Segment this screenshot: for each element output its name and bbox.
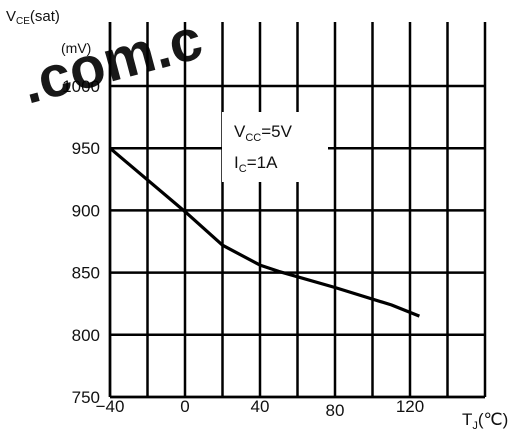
annotation-background	[222, 112, 328, 182]
series-line	[108, 146, 420, 318]
x-tick-label: 40	[251, 397, 270, 416]
y-tick-label: 850	[72, 264, 100, 283]
annotation-ic: IC=1A	[234, 153, 278, 175]
y-axis-label: VCE(sat)	[6, 8, 60, 27]
y-tick-label: 900	[72, 201, 100, 220]
y-tick-backing	[60, 137, 106, 160]
x-tick-label: 120	[396, 397, 424, 416]
x-axis-label: TJ(℃)	[462, 410, 508, 432]
y-tick-label: 950	[72, 139, 100, 158]
tick-labels: 750 800 850 900 950 1000 −40 0 40 80 120	[60, 75, 424, 420]
y-tick-backing	[60, 386, 106, 408]
x-tick-label: −40	[96, 397, 125, 416]
y-axis-unit: (mV)	[61, 40, 91, 56]
y-tick-label: 750	[72, 388, 100, 407]
annotation-vcc: VCC=5V	[234, 122, 293, 144]
y-tick-backing	[60, 261, 106, 284]
y-tick-label: 800	[72, 326, 100, 345]
y-tick-backing	[60, 75, 106, 97]
x-tick-label: 0	[180, 397, 189, 416]
y-tick-label: 1000	[62, 77, 100, 96]
y-tick-backing	[60, 199, 106, 222]
x-tick-label: 80	[326, 401, 345, 420]
series-layer	[108, 146, 420, 318]
plot-frame	[108, 22, 485, 399]
y-tick-backing	[60, 323, 106, 346]
